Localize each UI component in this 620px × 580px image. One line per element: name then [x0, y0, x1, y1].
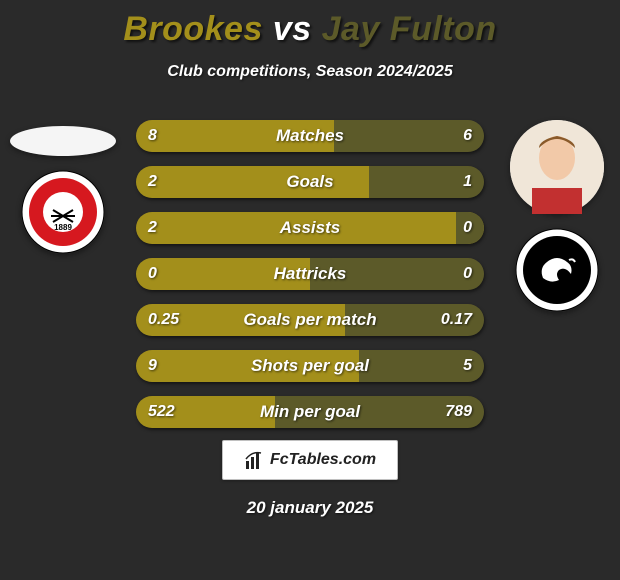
stat-value-p1: 0.25	[136, 304, 191, 336]
stat-value-p1: 522	[136, 396, 187, 428]
stat-row: 522789Min per goal	[136, 396, 484, 428]
title-player1: Brookes	[123, 10, 263, 48]
bar-chart-icon	[244, 449, 266, 471]
stat-value-p2: 0	[451, 212, 484, 244]
stat-value-p1: 8	[136, 120, 169, 152]
stat-value-p2: 5	[451, 350, 484, 382]
site-badge[interactable]: FcTables.com	[222, 440, 398, 480]
stat-segment-p1	[136, 350, 359, 382]
stat-value-p1: 2	[136, 166, 169, 198]
site-label: FcTables.com	[270, 451, 376, 469]
stat-row: 0.250.17Goals per match	[136, 304, 484, 336]
stat-value-p1: 2	[136, 212, 169, 244]
player2-club-badge	[515, 228, 599, 312]
stat-row: 21Goals	[136, 166, 484, 198]
stat-value-p2: 6	[451, 120, 484, 152]
stat-value-p1: 9	[136, 350, 169, 382]
stat-row: 00Hattricks	[136, 258, 484, 290]
player1-photo	[10, 126, 116, 156]
avatar-icon	[510, 120, 604, 214]
stat-bars: 86Matches21Goals20Assists00Hattricks0.25…	[136, 120, 484, 428]
stat-segment-p1	[136, 212, 484, 244]
player2-photo	[510, 120, 604, 214]
svg-text:1889: 1889	[54, 223, 72, 232]
stat-value-p2: 789	[433, 396, 484, 428]
stat-row: 86Matches	[136, 120, 484, 152]
stat-value-p1: 0	[136, 258, 169, 290]
stat-row: 20Assists	[136, 212, 484, 244]
title-player2: Jay Fulton	[322, 10, 497, 48]
stat-row: 95Shots per goal	[136, 350, 484, 382]
stat-value-p2: 0.17	[429, 304, 484, 336]
left-column: 1889	[8, 120, 118, 254]
stat-segment-p1	[136, 166, 369, 198]
right-column	[502, 120, 612, 312]
sheffield-united-badge-icon: 1889	[21, 170, 105, 254]
stat-value-p2: 0	[451, 258, 484, 290]
player1-club-badge: 1889	[21, 170, 105, 254]
title-vs: vs	[273, 10, 312, 48]
stat-value-p2: 1	[451, 166, 484, 198]
footer-date: 20 january 2025	[0, 498, 620, 518]
swansea-badge-icon	[515, 228, 599, 312]
subtitle: Club competitions, Season 2024/2025	[0, 63, 620, 81]
comparison-content: 1889 86Matches21Goals20Assists00Hattrick…	[0, 120, 620, 440]
page-title: Brookes vs Jay Fulton	[0, 0, 620, 49]
